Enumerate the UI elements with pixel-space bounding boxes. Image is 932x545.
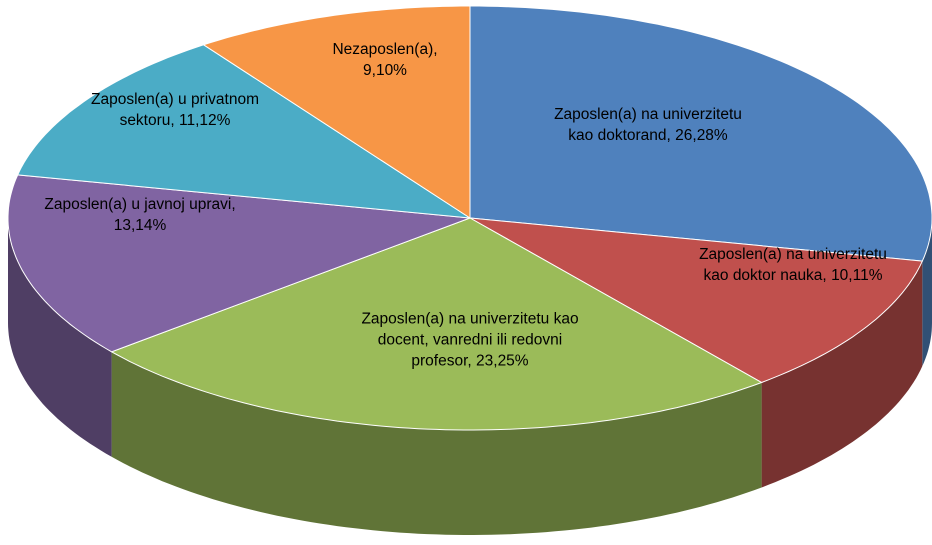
pie-slice	[16, 44, 471, 219]
label-value: 26,28%	[675, 127, 728, 144]
pie-slice	[7, 174, 471, 353]
pie-side	[922, 218, 932, 367]
data-label: Zaposlen(a) u javnoj upravi, 13,14%	[25, 194, 255, 236]
pie-slice	[202, 5, 471, 219]
pie-slice	[469, 5, 932, 262]
data-label: Nezaposlen(a), 9,10%	[315, 39, 455, 81]
data-label: Zaposlen(a) na univerzitetu kao doktoran…	[548, 104, 748, 146]
data-label: Zaposlen(a) na univerzitetu kao doktor n…	[693, 244, 893, 286]
label-value: 13,14%	[113, 217, 167, 234]
label-category: Zaposlen(a) na univerzitetu kao doktoran…	[554, 106, 742, 144]
label-value: 23,25%	[476, 352, 529, 370]
label-category: Zaposlen(a) u privatnom sektoru,	[91, 91, 259, 129]
label-category: Zaposlen(a) na univerzitetu kao doktor n…	[699, 246, 887, 284]
data-label: Zaposlen(a) u privatnom sektoru, 11,12%	[80, 89, 270, 131]
data-label: Zaposlen(a) na univerzitetu kao docent, …	[350, 309, 590, 372]
label-category: Zaposlen(a) na univerzitetu kao docent, …	[361, 310, 579, 370]
pie-side	[111, 351, 762, 535]
label-category: Zaposlen(a) u javnoj upravi,	[44, 196, 236, 213]
label-value: 11,12%	[179, 112, 231, 129]
pie-slice	[469, 217, 924, 384]
pie-slice	[110, 217, 763, 431]
pie-side	[761, 261, 923, 488]
label-category: Nezaposlen(a),	[332, 41, 438, 58]
label-value: 9,10%	[363, 62, 407, 79]
pie-side	[8, 218, 112, 457]
label-value: 10,11%	[831, 267, 883, 284]
